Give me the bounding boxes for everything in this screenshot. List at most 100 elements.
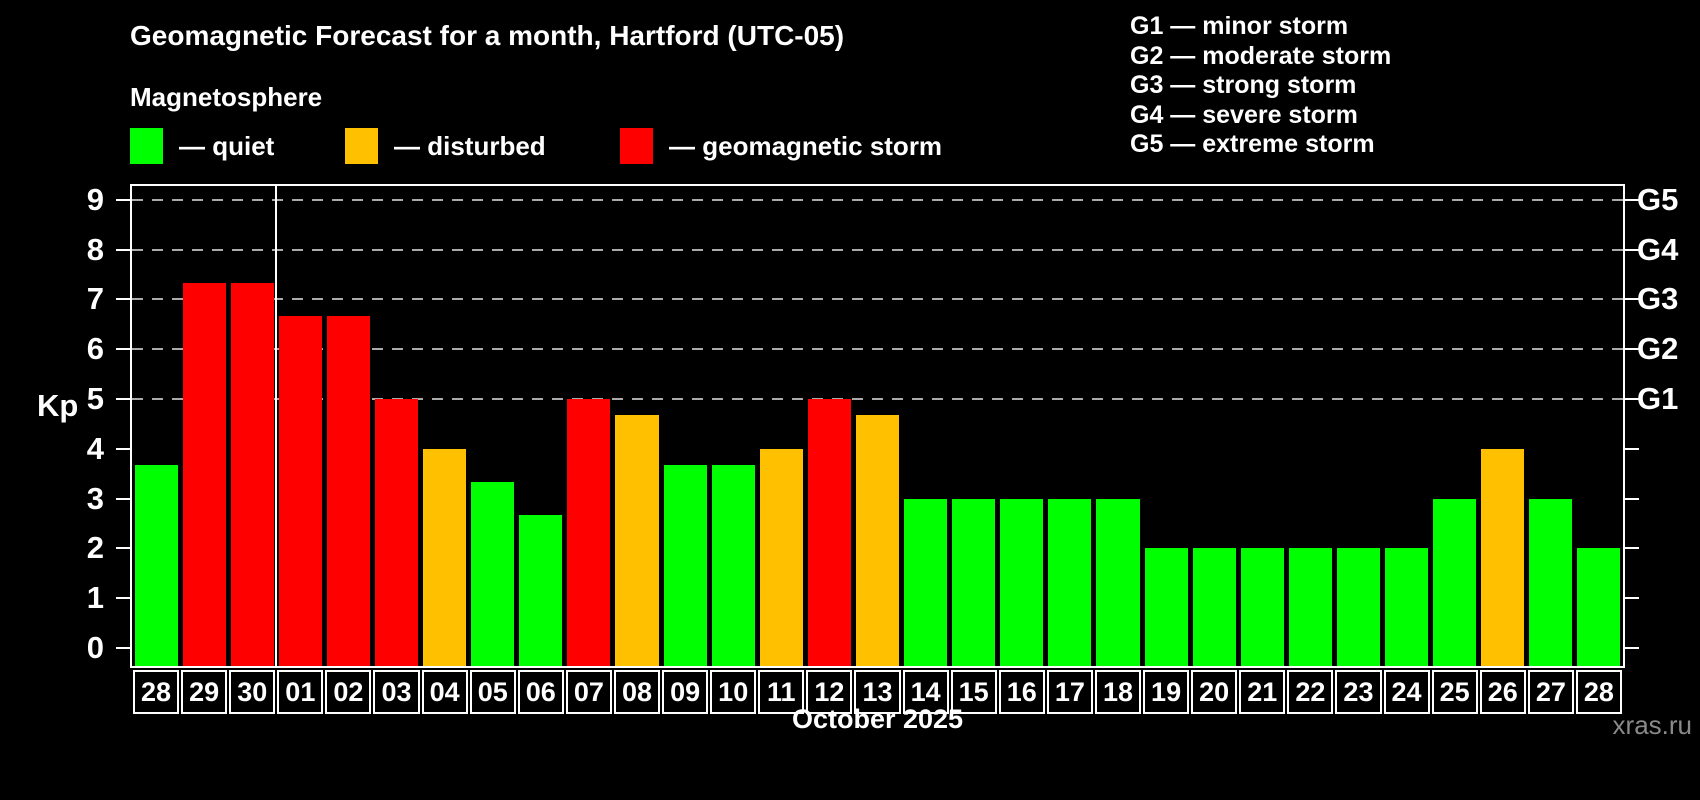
date-cell-10: 10: [710, 670, 757, 714]
legend-label-disturbed: — disturbed: [394, 130, 546, 161]
legend-swatch-storm: [620, 128, 653, 164]
kp-bar-20: [1192, 548, 1236, 666]
date-cell-25: 25: [1431, 670, 1478, 714]
y-tick-right-1: [1625, 597, 1639, 600]
kp-bar-27: [1529, 498, 1573, 666]
y-tick-right-9: [1625, 198, 1639, 201]
kp-bar-17: [1048, 498, 1092, 666]
kp-bar-10: [711, 465, 755, 666]
kp-bar-01: [278, 315, 322, 666]
y-tick-label-9: 9: [86, 181, 104, 217]
y-tick-left-0: [116, 647, 130, 649]
date-cell-05: 05: [469, 670, 516, 714]
gridline-kp7: [132, 298, 1623, 301]
y-tick-label-7: 7: [86, 281, 104, 317]
date-cell-09: 09: [662, 670, 709, 714]
y-tick-label-5: 5: [86, 381, 104, 416]
legend-item-storm: — geomagnetic storm: [620, 124, 942, 168]
date-cell-03: 03: [373, 670, 420, 714]
legend-label-quiet: — quiet: [179, 130, 275, 161]
y-tick-right-0: [1625, 647, 1639, 649]
x-axis-title: October 2025: [791, 704, 964, 734]
date-cell-27: 27: [1527, 670, 1574, 714]
g-axis-label-G1: G1: [1637, 381, 1679, 416]
y-tick-left-9: [116, 198, 130, 201]
kp-bar-21: [1240, 548, 1284, 666]
date-cell-01: 01: [277, 670, 324, 714]
kp-bar-11: [759, 448, 803, 666]
kp-bar-23: [1336, 548, 1380, 666]
legend-swatch-quiet: [130, 128, 163, 164]
y-tick-left-8: [116, 248, 130, 251]
kp-bar-07: [567, 399, 611, 666]
date-cell-08: 08: [613, 670, 661, 714]
gridline-kp9: [132, 198, 1623, 201]
date-cell-26: 26: [1479, 670, 1526, 714]
y-tick-left-3: [116, 497, 130, 500]
date-cell-24: 24: [1383, 670, 1430, 714]
date-cell-13: 13: [854, 670, 901, 714]
date-cell-06: 06: [517, 670, 564, 714]
kp-bar-30: [230, 282, 274, 666]
date-cell-12: 12: [806, 670, 853, 714]
g-axis-label-G3: G3: [1637, 281, 1679, 317]
g-axis-label-G2: G2: [1637, 331, 1679, 367]
month-separator: [275, 186, 278, 666]
g-legend-line-4: G4 — severe storm: [1130, 100, 1358, 129]
y-tick-label-2: 2: [86, 530, 104, 566]
kp-bar-chart: 0 1 2 3 4 5 G1 6 G2 7 G3 8 G4 9 G5 Kp: [37, 182, 1678, 668]
y-tick-label-8: 8: [86, 231, 104, 267]
kp-bar-04: [423, 448, 467, 666]
y-tick-left-1: [116, 597, 130, 600]
y-tick-right-4: [1625, 447, 1639, 450]
y-axis-title: Kp: [37, 388, 79, 423]
date-cell-14: 14: [902, 670, 949, 714]
g-axis-label-G5: G5: [1637, 181, 1679, 217]
kp-bar-08: [615, 415, 659, 666]
kp-bar-13: [855, 415, 900, 666]
kp-bar-19: [1144, 548, 1188, 666]
y-tick-label-3: 3: [86, 480, 104, 516]
date-cell-02: 02: [325, 670, 372, 714]
date-cell-19: 19: [1143, 670, 1190, 714]
y-tick-right-7: [1625, 298, 1639, 301]
y-tick-left-5: [116, 398, 130, 400]
y-tick-right-5: [1625, 398, 1639, 400]
g-legend-line-2: G2 — moderate storm: [1130, 41, 1392, 70]
kp-bar-09: [663, 465, 707, 666]
kp-bar-18: [1096, 498, 1140, 666]
kp-bar-03: [374, 399, 419, 666]
kp-bar-28: [1577, 548, 1621, 666]
date-cell-28: 28: [133, 670, 180, 714]
kp-bar-14: [904, 498, 948, 666]
date-cell-29: 29: [181, 670, 228, 714]
gridline-kp5: [132, 398, 1623, 400]
y-tick-right-2: [1625, 547, 1639, 550]
gridline-kp6: [132, 348, 1623, 351]
kp-bar-26: [1481, 448, 1525, 666]
g-scale-legend: G1 — minor storm G2 — moderate storm G3 — …: [1130, 12, 1391, 160]
chart-subtitle: Magnetosphere: [130, 82, 323, 112]
y-tick-right-6: [1625, 348, 1639, 351]
kp-bar-24: [1385, 548, 1429, 666]
date-cell-22: 22: [1287, 670, 1334, 714]
date-cell-21: 21: [1239, 670, 1286, 714]
y-tick-right-8: [1625, 248, 1639, 251]
date-cell-30: 30: [229, 670, 276, 714]
g-axis-label-G4: G4: [1637, 231, 1679, 267]
g-legend-line-5: G5 — extreme storm: [1130, 130, 1375, 158]
y-tick-left-7: [116, 298, 130, 301]
x-axis-date-labels: 28 29 30 01 02 03 04 05 06 07 08 09 10 11 12 13 14 15 16 17…: [132, 670, 1623, 714]
date-cell-23: 23: [1335, 670, 1382, 714]
date-cell-16: 16: [998, 670, 1045, 714]
legend-item-disturbed: — disturbed: [345, 124, 546, 168]
y-tick-right-3: [1625, 497, 1639, 500]
y-tick-label-1: 1: [86, 580, 104, 616]
watermark: xras.ru: [1612, 710, 1692, 740]
legend-label-storm: — geomagnetic storm: [669, 130, 943, 161]
page-title: Geomagnetic Forecast for a month, Hartfo…: [130, 20, 845, 51]
kp-bar-05: [471, 482, 515, 666]
kp-bar-28: [134, 465, 178, 666]
kp-bar-06: [519, 515, 563, 666]
date-cell-07: 07: [565, 670, 612, 714]
